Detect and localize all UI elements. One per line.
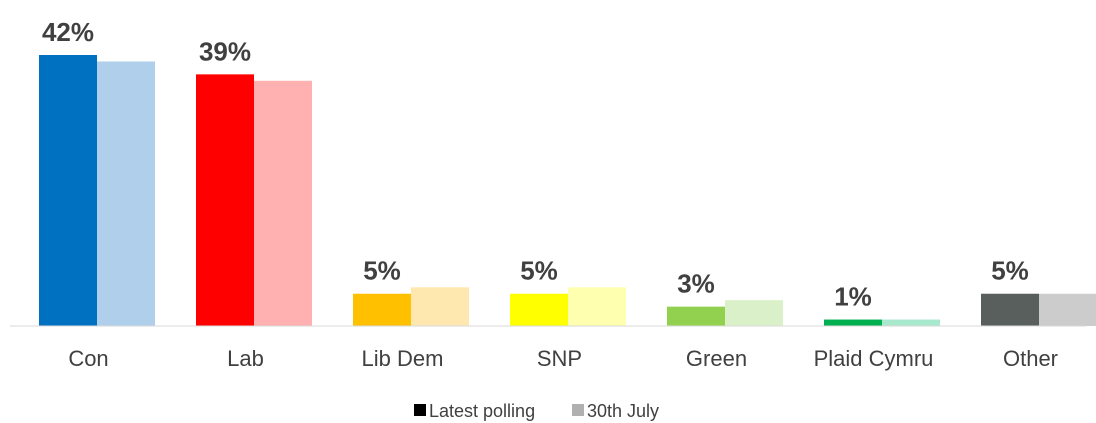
bar-30th-july-green	[725, 300, 783, 326]
legend-label-latest-polling: Latest polling	[429, 401, 535, 421]
bar-30th-july-other	[1039, 293, 1096, 326]
bar-30th-july-lib-dem	[411, 287, 469, 326]
category-label-lab: Lab	[227, 346, 264, 371]
bar-latest-green	[667, 306, 725, 326]
bar-30th-july-lab	[254, 80, 312, 326]
value-label-lab: 39%	[199, 36, 251, 66]
value-label-plaid-cymru: 1%	[834, 282, 872, 312]
bar-30th-july-plaid-cymru	[882, 319, 940, 326]
bar-latest-plaid-cymru	[824, 319, 882, 326]
category-label-plaid-cymru: Plaid Cymru	[814, 346, 934, 371]
legend-label-30th-july: 30th July	[587, 401, 659, 421]
legend: Latest polling 30th July	[414, 401, 659, 421]
category-label-snp: SNP	[537, 346, 582, 371]
category-labels-group: Con Lab Lib Dem SNP Green Plaid Cymru Other	[68, 346, 1058, 371]
legend-swatch-30th-july	[572, 404, 584, 416]
bar-30th-july-con	[97, 61, 155, 326]
bar-latest-lab	[196, 74, 254, 326]
category-label-con: Con	[68, 346, 108, 371]
value-label-other: 5%	[991, 256, 1029, 286]
bar-latest-other	[981, 293, 1039, 326]
value-label-con: 42%	[42, 17, 94, 47]
value-label-snp: 5%	[520, 256, 558, 286]
category-label-other: Other	[1003, 346, 1058, 371]
bar-latest-lib-dem	[353, 293, 411, 326]
bar-30th-july-snp	[568, 287, 626, 326]
bars-group	[39, 55, 1096, 326]
category-label-green: Green	[686, 346, 747, 371]
legend-swatch-latest-polling	[414, 404, 426, 416]
value-labels-group: 42% 39% 5% 5% 3% 1% 5%	[42, 17, 1029, 312]
bar-latest-snp	[510, 293, 568, 326]
value-label-green: 3%	[677, 269, 715, 299]
value-label-lib-dem: 5%	[363, 256, 401, 286]
category-label-lib-dem: Lib Dem	[362, 346, 444, 371]
bar-latest-con	[39, 55, 97, 326]
